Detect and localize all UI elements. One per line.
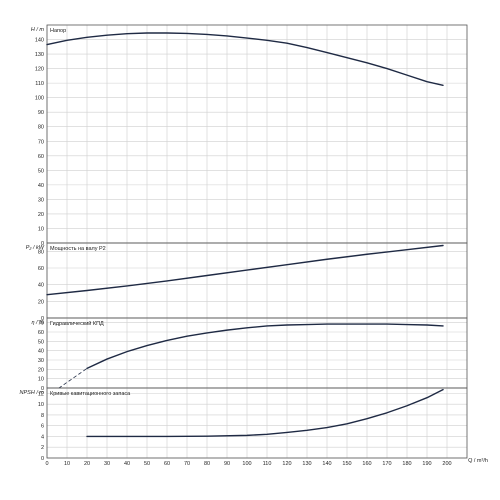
y-tick-label: 0	[41, 456, 44, 462]
x-tick-label: 170	[382, 461, 391, 467]
y-axis-label: P₂ / kW	[26, 245, 45, 251]
panel-title: Напор	[50, 28, 66, 34]
x-tick-label: 30	[104, 461, 110, 467]
series-line	[46, 244, 444, 296]
y-axis-label: η / %	[31, 320, 44, 326]
y-tick-label: 90	[38, 110, 44, 116]
y-tick-label: 20	[38, 212, 44, 218]
y-tick-label: 110	[35, 81, 44, 87]
y-tick-label: 60	[38, 154, 44, 160]
y-tick-label: 30	[38, 197, 44, 203]
y-tick-label: 50	[38, 168, 44, 174]
x-tick-label: 180	[402, 461, 411, 467]
y-tick-label: 70	[38, 139, 44, 145]
x-tick-label: 160	[362, 461, 371, 467]
dashed-series-line	[58, 367, 88, 389]
y-tick-label: 40	[38, 283, 44, 289]
panel-head: 0 10 20 30 40 50 60 70 80 90 100 110 120 130 140 H / m Н…	[31, 24, 468, 247]
x-tick-label: 70	[184, 461, 190, 467]
x-tick-label: 40	[124, 461, 130, 467]
x-tick-label: 130	[302, 461, 311, 467]
series-line	[86, 388, 444, 438]
panel-title: Кривые кавитационного запаса	[50, 391, 131, 397]
y-tick-label: 140	[35, 38, 44, 44]
series-line	[46, 32, 444, 87]
x-tick-label: 10	[64, 461, 70, 467]
panel-efficiency: 0 10 20 30 40 50 60 70η / % Гидравлический КПД	[31, 317, 468, 392]
y-tick-label: 10	[38, 377, 44, 383]
panel-frame	[46, 317, 468, 389]
x-axis-label: Q / m³/h	[468, 458, 488, 464]
y-tick-label: 70	[38, 321, 44, 327]
x-tick-label: 60	[164, 461, 170, 467]
y-tick-label: 60	[38, 330, 44, 336]
panel-title: Гидравлический КПД	[50, 320, 104, 327]
y-tick-label: 8	[41, 413, 44, 419]
y-tick-label: 6	[41, 424, 44, 430]
y-tick-label: 10	[38, 402, 44, 408]
x-tick-label: 0	[45, 461, 48, 467]
y-tick-label: 20	[38, 299, 44, 305]
x-tick-label: 200	[442, 461, 451, 467]
y-tick-label: 80	[38, 249, 44, 255]
y-tick-label: 4	[41, 434, 44, 440]
y-tick-label: 20	[38, 367, 44, 373]
y-tick-label: 30	[38, 358, 44, 364]
x-tick-label: 20	[84, 461, 90, 467]
y-tick-label: 12	[38, 391, 44, 397]
y-tick-label: 0	[41, 386, 44, 392]
x-tick-label: 190	[422, 461, 431, 467]
y-tick-label: 100	[35, 96, 44, 102]
x-tick-label: 80	[204, 461, 210, 467]
y-tick-label: 0	[41, 316, 44, 322]
y-tick-label: 130	[35, 52, 44, 58]
y-tick-label: 2	[41, 445, 44, 451]
series-line	[86, 323, 444, 370]
y-tick-label: 120	[35, 67, 44, 73]
panel-frame	[46, 242, 468, 319]
x-tick-label: 50	[144, 461, 150, 467]
panel-title: Мощность на валу P2	[50, 246, 106, 252]
panel-frame	[46, 387, 468, 459]
x-tick-label: 120	[282, 461, 291, 467]
x-tick-label: 140	[322, 461, 331, 467]
y-axis-label: H / m	[31, 27, 45, 33]
y-tick-label: 40	[38, 349, 44, 355]
y-tick-label: 0	[41, 241, 44, 247]
x-tick-label: 90	[224, 461, 230, 467]
y-tick-label: 10	[38, 226, 44, 232]
x-tick-label: 150	[342, 461, 351, 467]
y-tick-label: 50	[38, 339, 44, 345]
x-tick-label: 100	[242, 461, 251, 467]
y-tick-label: 40	[38, 183, 44, 189]
panel-frame	[46, 24, 468, 244]
y-tick-label: 60	[38, 266, 44, 272]
y-tick-label: 80	[38, 125, 44, 131]
y-axis-label: NPSH / m	[20, 390, 45, 396]
x-tick-label: 110	[263, 461, 272, 467]
